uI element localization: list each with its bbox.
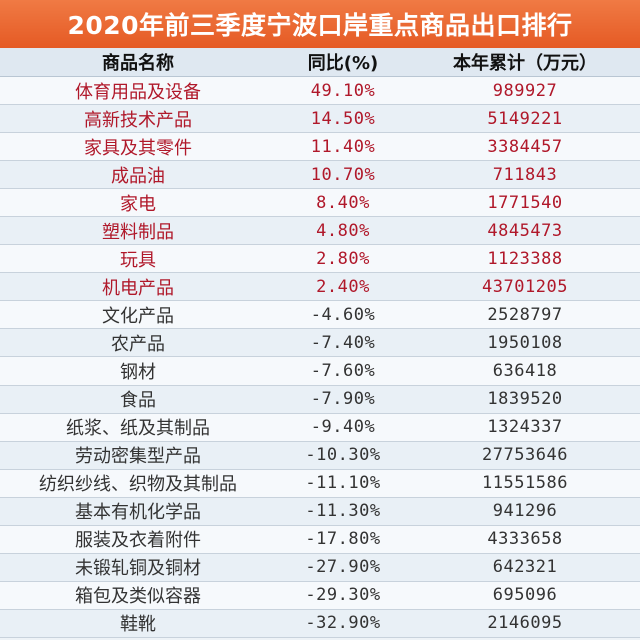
product-name-cell: 服装及衣着附件: [0, 525, 276, 554]
product-name-cell: 钢材: [0, 356, 276, 386]
cumulative-cell: 1839520: [410, 385, 640, 414]
cumulative-cell: 4845473: [410, 216, 640, 246]
header-yoy: 同比(%): [276, 48, 410, 77]
table-row: 农产品 -7.40% 1950108: [0, 328, 640, 358]
table-row: 文化产品 -4.60% 2528797: [0, 300, 640, 330]
table-row: 塑料制品 4.80% 4845473: [0, 216, 640, 246]
product-name-cell: 高新技术产品: [0, 104, 276, 134]
cumulative-cell: 4333658: [410, 525, 640, 554]
yoy-cell: -7.90%: [276, 385, 410, 414]
table-body: 体育用品及设备 49.10% 989927 高新技术产品 14.50% 5149221 家具…: [0, 76, 640, 638]
table-row: 家电 8.40% 1771540: [0, 188, 640, 218]
yoy-cell: 14.50%: [276, 104, 410, 134]
header-cumulative: 本年累计（万元）: [410, 48, 640, 77]
product-name-cell: 成品油: [0, 160, 276, 190]
yoy-cell: 10.70%: [276, 160, 410, 190]
table-row: 纸浆、纸及其制品 -9.40% 1324337: [0, 413, 640, 442]
export-ranking-table: 商品名称 同比(%) 本年累计（万元） 体育用品及设备 49.10% 989927 高…: [0, 48, 640, 638]
page-title: 2020年前三季度宁波口岸重点商品出口排行: [0, 0, 640, 48]
yoy-cell: -7.60%: [276, 356, 410, 386]
cumulative-cell: 5149221: [410, 104, 640, 134]
yoy-cell: -29.30%: [276, 581, 410, 610]
cumulative-cell: 711843: [410, 160, 640, 190]
product-name-cell: 未锻轧铜及铜材: [0, 553, 276, 582]
cumulative-cell: 1771540: [410, 188, 640, 218]
cumulative-cell: 11551586: [410, 469, 640, 498]
table-row: 家具及其零件 11.40% 3384457: [0, 132, 640, 162]
yoy-cell: -9.40%: [276, 413, 410, 442]
yoy-cell: -4.60%: [276, 300, 410, 330]
product-name-cell: 玩具: [0, 244, 276, 274]
cumulative-cell: 27753646: [410, 441, 640, 470]
product-name-cell: 鞋靴: [0, 609, 276, 638]
cumulative-cell: 2528797: [410, 300, 640, 330]
yoy-cell: -27.90%: [276, 553, 410, 582]
yoy-cell: -11.30%: [276, 497, 410, 526]
table-header-row: 商品名称 同比(%) 本年累计（万元）: [0, 48, 640, 77]
cumulative-cell: 1950108: [410, 328, 640, 358]
table-row: 箱包及类似容器 -29.30% 695096: [0, 581, 640, 610]
cumulative-cell: 941296: [410, 497, 640, 526]
yoy-cell: 2.80%: [276, 244, 410, 274]
product-name-cell: 纺织纱线、织物及其制品: [0, 469, 276, 498]
table-row: 劳动密集型产品 -10.30% 27753646: [0, 441, 640, 470]
cumulative-cell: 43701205: [410, 272, 640, 302]
product-name-cell: 箱包及类似容器: [0, 581, 276, 610]
yoy-cell: -10.30%: [276, 441, 410, 470]
yoy-cell: -11.10%: [276, 469, 410, 498]
yoy-cell: 4.80%: [276, 216, 410, 246]
product-name-cell: 家具及其零件: [0, 132, 276, 162]
table-row: 体育用品及设备 49.10% 989927: [0, 76, 640, 106]
yoy-cell: -32.90%: [276, 609, 410, 638]
product-name-cell: 劳动密集型产品: [0, 441, 276, 470]
cumulative-cell: 1324337: [410, 413, 640, 442]
product-name-cell: 基本有机化学品: [0, 497, 276, 526]
cumulative-cell: 636418: [410, 356, 640, 386]
yoy-cell: 11.40%: [276, 132, 410, 162]
product-name-cell: 农产品: [0, 328, 276, 358]
table-row: 机电产品 2.40% 43701205: [0, 272, 640, 302]
yoy-cell: 8.40%: [276, 188, 410, 218]
product-name-cell: 塑料制品: [0, 216, 276, 246]
yoy-cell: -17.80%: [276, 525, 410, 554]
table-row: 钢材 -7.60% 636418: [0, 356, 640, 386]
product-name-cell: 文化产品: [0, 300, 276, 330]
cumulative-cell: 3384457: [410, 132, 640, 162]
cumulative-cell: 989927: [410, 76, 640, 106]
yoy-cell: 49.10%: [276, 76, 410, 106]
cumulative-cell: 642321: [410, 553, 640, 582]
cumulative-cell: 695096: [410, 581, 640, 610]
table-row: 高新技术产品 14.50% 5149221: [0, 104, 640, 134]
table-row: 成品油 10.70% 711843: [0, 160, 640, 190]
table-row: 纺织纱线、织物及其制品 -11.10% 11551586: [0, 469, 640, 498]
product-name-cell: 家电: [0, 188, 276, 218]
cumulative-cell: 2146095: [410, 609, 640, 638]
table-row: 未锻轧铜及铜材 -27.90% 642321: [0, 553, 640, 582]
header-product-name: 商品名称: [0, 48, 276, 77]
yoy-cell: -7.40%: [276, 328, 410, 358]
table-row: 鞋靴 -32.90% 2146095: [0, 609, 640, 638]
cumulative-cell: 1123388: [410, 244, 640, 274]
product-name-cell: 纸浆、纸及其制品: [0, 413, 276, 442]
product-name-cell: 机电产品: [0, 272, 276, 302]
table-row: 基本有机化学品 -11.30% 941296: [0, 497, 640, 526]
product-name-cell: 体育用品及设备: [0, 76, 276, 106]
table-row: 玩具 2.80% 1123388: [0, 244, 640, 274]
table-row: 服装及衣着附件 -17.80% 4333658: [0, 525, 640, 554]
table-row: 食品 -7.90% 1839520: [0, 385, 640, 414]
product-name-cell: 食品: [0, 385, 276, 414]
yoy-cell: 2.40%: [276, 272, 410, 302]
